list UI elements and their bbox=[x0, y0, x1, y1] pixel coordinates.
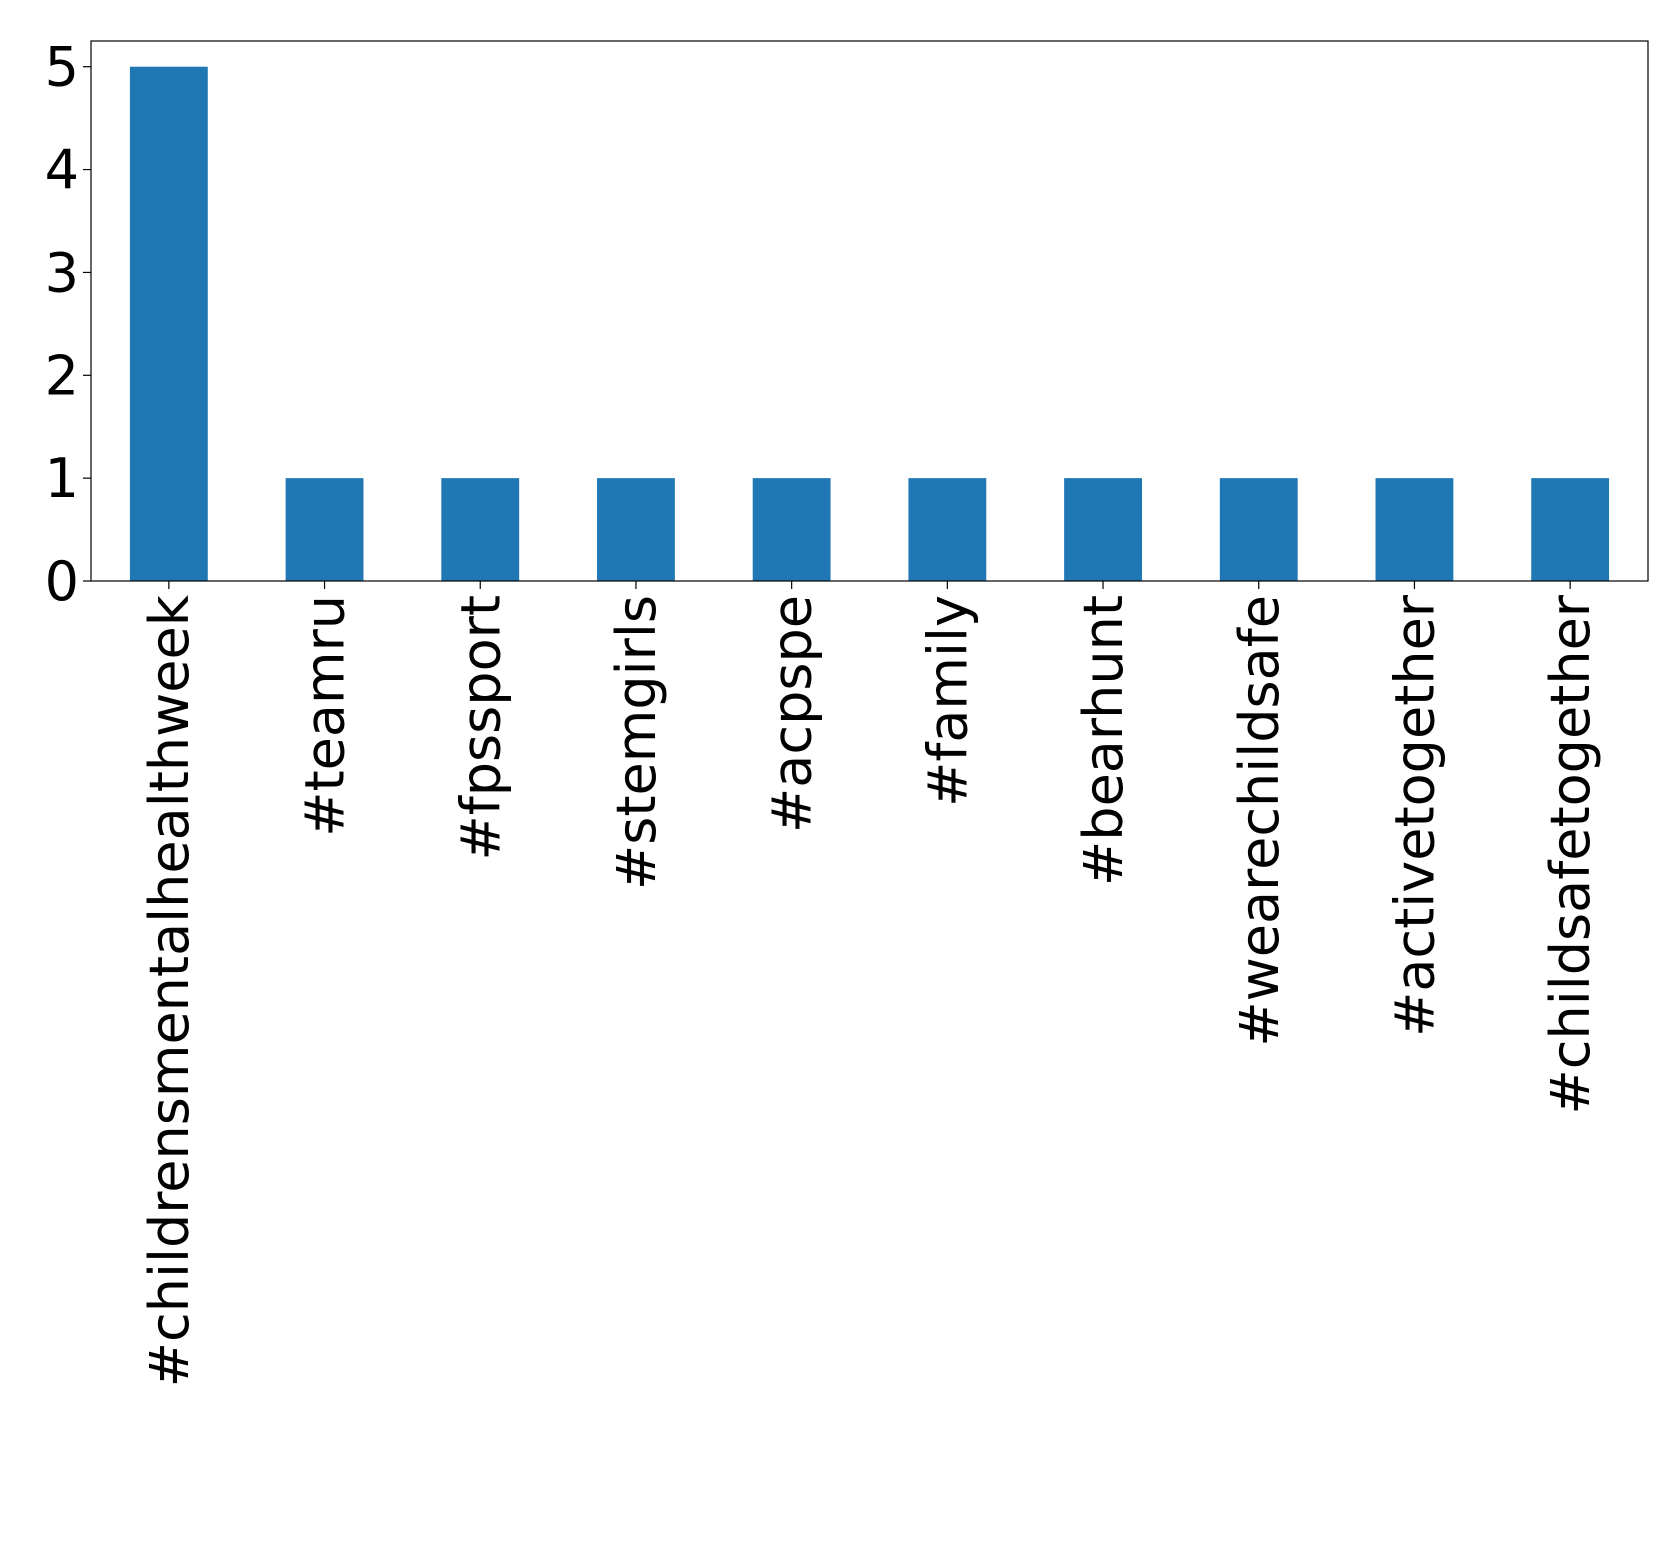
bar bbox=[285, 478, 364, 581]
plot-frame bbox=[90, 40, 1649, 582]
bar bbox=[908, 478, 987, 581]
y-tick-label: 2 bbox=[45, 344, 79, 407]
bar bbox=[1375, 478, 1454, 581]
x-tick-label: #childsafetogether bbox=[1539, 594, 1602, 1114]
bar bbox=[441, 478, 520, 581]
y-tick-label: 1 bbox=[45, 447, 79, 510]
y-tick-label: 3 bbox=[45, 241, 79, 304]
x-tick-label: #acpspe bbox=[761, 595, 824, 833]
x-tick-label: #wearechildsafe bbox=[1228, 595, 1291, 1047]
x-tick-label: #bearhunt bbox=[1072, 595, 1135, 886]
x-tick-label: #family bbox=[916, 595, 979, 807]
y-tick-label: 4 bbox=[45, 139, 79, 202]
x-tick-label: #teamru bbox=[294, 595, 357, 837]
bar bbox=[1064, 478, 1142, 581]
x-tick-label: #stemgirls bbox=[605, 595, 668, 890]
bar bbox=[1219, 478, 1298, 581]
bar bbox=[752, 478, 831, 581]
bar bbox=[1531, 478, 1610, 581]
x-tick-label: #fpssport bbox=[449, 595, 512, 861]
y-tick-label: 0 bbox=[45, 550, 79, 613]
bar bbox=[129, 66, 208, 581]
x-tick-label: #activetogether bbox=[1383, 594, 1446, 1037]
x-tick-label: #childrensmentalhealthweek bbox=[138, 594, 201, 1387]
y-tick-label: 5 bbox=[45, 36, 79, 99]
bar bbox=[597, 478, 675, 581]
